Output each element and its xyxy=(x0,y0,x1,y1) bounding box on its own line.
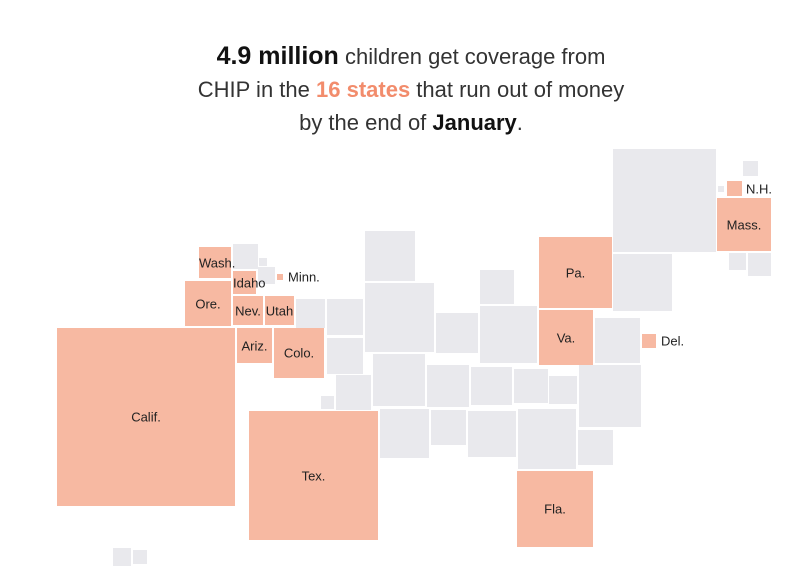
state-label-minn: Minn. xyxy=(288,269,320,285)
state-label-nh: N.H. xyxy=(746,181,772,196)
headline-text-3: that run out of money xyxy=(410,77,625,102)
state-tile xyxy=(595,318,640,363)
state-label-idaho: Idaho xyxy=(233,275,266,291)
state-tile-va: Va. xyxy=(539,310,593,365)
state-label-colo: Colo. xyxy=(283,345,315,361)
state-tile xyxy=(336,375,371,410)
headline: 4.9 million children get coverage from C… xyxy=(0,40,802,139)
state-tile xyxy=(480,306,537,363)
state-tile xyxy=(743,161,758,176)
state-tile-mass: Mass. xyxy=(717,198,771,251)
state-tile xyxy=(514,369,548,403)
state-label-va: Va. xyxy=(556,330,576,345)
state-tile-colo: Colo. xyxy=(274,328,324,378)
headline-month: January xyxy=(432,110,517,135)
headline-states: 16 states xyxy=(316,77,411,102)
state-label-fla: Fla. xyxy=(544,501,566,517)
state-tile-ariz: Ariz. xyxy=(237,328,272,363)
state-tile xyxy=(613,149,716,252)
state-tile xyxy=(579,365,641,427)
state-tile-del: Del. xyxy=(642,334,684,349)
state-tile xyxy=(468,411,516,457)
state-label-calif: Calif. xyxy=(131,409,161,425)
headline-text-4: by the end of xyxy=(299,110,433,135)
state-tile-fla: Fla. xyxy=(517,471,593,547)
headline-text-2: CHIP in the xyxy=(197,77,316,102)
state-label-utah: Utah xyxy=(265,303,294,318)
state-tile xyxy=(233,244,258,269)
state-tile xyxy=(321,396,334,409)
state-tile xyxy=(258,267,275,284)
state-tile xyxy=(296,299,325,328)
state-tile xyxy=(471,367,512,405)
state-tile xyxy=(327,338,363,374)
state-tile-minn: Minn. xyxy=(277,270,320,285)
state-tile-wash: Wash. xyxy=(199,247,236,278)
headline-text-1: children get coverage from xyxy=(338,44,606,69)
headline-period: . xyxy=(516,110,523,135)
state-tile xyxy=(518,409,576,469)
state-tile-nh: N.H. xyxy=(727,181,772,196)
state-label-ore: Ore. xyxy=(195,296,221,311)
state-tile xyxy=(380,409,429,458)
state-label-pa: Pa. xyxy=(565,265,586,280)
state-tile xyxy=(259,258,267,266)
state-tile-calif: Calif. xyxy=(57,328,235,506)
state-tile xyxy=(365,283,434,352)
state-tile xyxy=(327,299,363,335)
state-tile xyxy=(480,270,514,304)
state-tile xyxy=(729,253,746,270)
headline-count: 4.9 million xyxy=(216,42,339,70)
state-tile xyxy=(718,186,724,192)
state-label-mass: Mass. xyxy=(726,217,762,232)
state-tile xyxy=(427,365,469,407)
state-label-del: Del. xyxy=(661,333,685,349)
state-tile-tex: Tex. xyxy=(249,411,378,540)
state-tile xyxy=(748,253,771,276)
state-label-ariz: Ariz. xyxy=(241,338,268,353)
state-tile xyxy=(373,354,425,406)
state-tile-ore: Ore. xyxy=(185,281,231,326)
state-tile xyxy=(613,254,672,311)
state-tile-nev: Nev. xyxy=(233,296,263,325)
state-tile xyxy=(578,430,613,465)
state-tile-pa: Pa. xyxy=(539,237,612,308)
state-tile-utah: Utah xyxy=(265,296,294,325)
state-tile xyxy=(549,376,577,404)
state-tile xyxy=(436,313,478,353)
state-label-tex: Tex. xyxy=(301,468,326,483)
state-tile-idaho: Idaho xyxy=(233,271,266,294)
state-tile xyxy=(113,548,131,566)
state-label-nev: Nev. xyxy=(235,303,261,318)
state-label-wash: Wash. xyxy=(199,255,236,270)
state-tile xyxy=(365,231,415,281)
state-tile xyxy=(431,410,466,445)
state-tile xyxy=(133,550,147,564)
